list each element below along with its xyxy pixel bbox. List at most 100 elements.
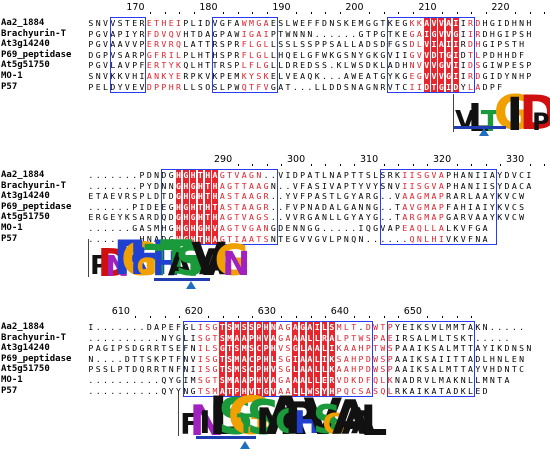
residue: G xyxy=(182,201,189,213)
residue: C xyxy=(351,385,357,396)
residue: C xyxy=(519,364,525,375)
residue: H xyxy=(270,343,277,355)
residue: A xyxy=(328,332,335,344)
residue: G xyxy=(365,18,371,28)
residue: F xyxy=(241,39,247,50)
residue: N xyxy=(475,233,481,244)
residue: T xyxy=(351,332,357,343)
residue: T xyxy=(95,191,101,202)
residue: H xyxy=(263,364,269,376)
residue: A xyxy=(387,60,393,71)
residue: . xyxy=(365,233,371,244)
residue: T xyxy=(161,343,167,354)
residue: . xyxy=(358,322,364,332)
residue: S xyxy=(519,201,525,212)
residue: S xyxy=(103,364,108,375)
residue: I xyxy=(409,364,415,375)
residue: A xyxy=(299,375,306,386)
residue: D xyxy=(278,223,284,233)
residue: T xyxy=(468,343,473,354)
residue: A xyxy=(431,212,437,223)
residue: V xyxy=(212,223,218,234)
residue: . xyxy=(497,332,503,343)
residue: G xyxy=(176,332,181,343)
residue: S xyxy=(336,18,342,28)
residue: M xyxy=(234,364,240,376)
residue: A xyxy=(270,332,277,344)
residue: S xyxy=(343,49,349,60)
residue: V xyxy=(124,39,130,50)
residue: E xyxy=(351,18,357,28)
residue: A xyxy=(212,233,218,245)
residue: H xyxy=(161,18,167,28)
residue: N xyxy=(351,49,357,60)
residue: P xyxy=(255,364,262,376)
residue: S xyxy=(263,233,269,244)
residue: N xyxy=(526,343,532,354)
residue: K xyxy=(124,212,130,223)
residue: V xyxy=(468,212,473,223)
residue: A xyxy=(468,353,473,364)
residue: A xyxy=(468,322,473,332)
residue: G xyxy=(307,49,313,60)
residue: T xyxy=(234,201,240,212)
residue: N xyxy=(190,343,196,354)
residue: . xyxy=(373,233,379,244)
residue: G xyxy=(168,170,174,180)
residue: P xyxy=(161,322,167,332)
residue: A xyxy=(219,212,225,223)
residue: . xyxy=(336,223,342,233)
alignment-row: P57.......... Q Y Y N G T S M A T P H V T G V A A L L W S Y H P Q C… xyxy=(0,385,550,397)
residue: L xyxy=(343,39,349,50)
residue: G xyxy=(292,233,298,244)
residue: D xyxy=(475,353,481,364)
residue: E xyxy=(88,191,94,202)
residue: H xyxy=(182,180,189,192)
residue: N xyxy=(95,18,101,28)
residue: D xyxy=(453,81,459,93)
residue: S xyxy=(248,343,255,355)
residue: A xyxy=(475,81,481,92)
residue: G xyxy=(482,71,488,81)
residue: T xyxy=(387,28,393,39)
residue: N xyxy=(154,170,160,180)
residue: A xyxy=(234,332,240,344)
residue: L xyxy=(292,385,299,397)
residue: A xyxy=(365,385,371,396)
residue: G xyxy=(373,191,379,202)
residue: N xyxy=(270,322,277,333)
residue: G xyxy=(424,170,430,180)
residue: . xyxy=(124,385,130,396)
residue: . xyxy=(124,233,130,244)
residue: . xyxy=(270,170,276,180)
residue: A xyxy=(336,180,342,191)
residue: V xyxy=(300,233,306,244)
residue: A xyxy=(445,18,452,29)
residue: L xyxy=(292,364,299,376)
residue: G xyxy=(103,343,108,354)
residue: G xyxy=(475,223,481,233)
sequence-name: Brachyurin-T xyxy=(1,332,67,343)
logo-letter: G xyxy=(322,407,347,442)
ruler-minor-tick xyxy=(412,12,414,14)
residue: K xyxy=(497,212,503,223)
residue: M xyxy=(154,223,160,233)
residue: W xyxy=(380,343,386,354)
sequence-name: P69_peptidase xyxy=(1,49,72,60)
residue: . xyxy=(351,28,357,39)
residue: P xyxy=(336,385,342,396)
residue: T xyxy=(438,385,444,396)
ruler-tick-label: 310 xyxy=(359,154,379,165)
residue: R xyxy=(446,191,452,202)
residue: L xyxy=(504,353,510,364)
residue: A xyxy=(241,332,248,344)
residue: N xyxy=(95,71,101,81)
residue: A xyxy=(475,201,481,212)
residue: I xyxy=(475,180,481,191)
residue: I xyxy=(438,353,444,364)
residue: H xyxy=(204,223,211,234)
ruler-minor-tick xyxy=(164,316,166,318)
residue: K xyxy=(351,375,357,385)
residue: D xyxy=(168,191,174,202)
residue: . xyxy=(270,191,276,202)
